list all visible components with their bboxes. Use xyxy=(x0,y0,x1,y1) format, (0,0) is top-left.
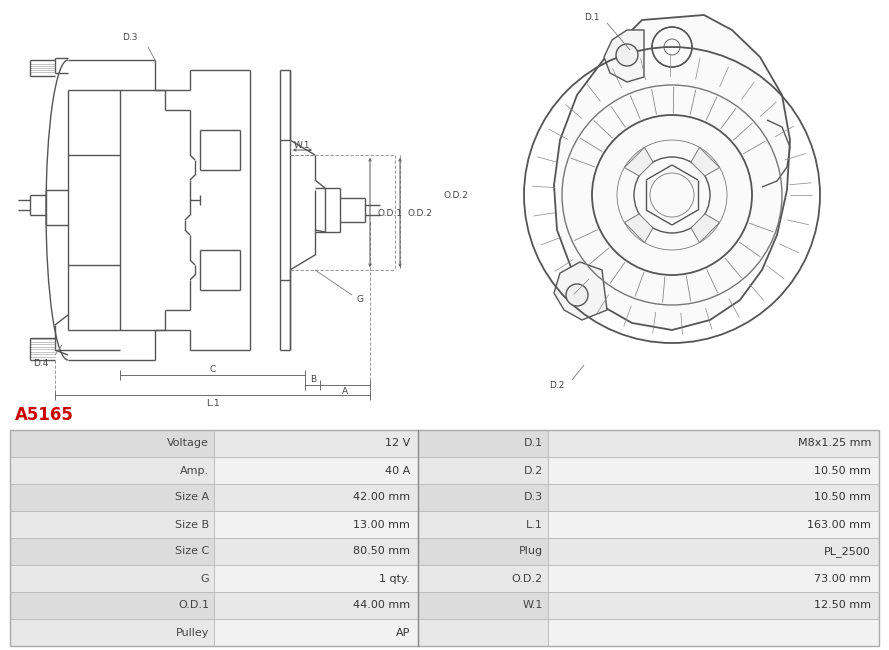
Bar xyxy=(10,430,214,457)
Text: 40 A: 40 A xyxy=(385,465,410,476)
Bar xyxy=(214,484,418,511)
Text: D.2: D.2 xyxy=(549,380,565,389)
Text: O.D.2: O.D.2 xyxy=(408,209,433,218)
Bar xyxy=(418,592,548,619)
Bar xyxy=(10,430,879,646)
Polygon shape xyxy=(691,214,719,242)
Text: 1 qty.: 1 qty. xyxy=(380,573,410,584)
Bar xyxy=(10,619,214,646)
Bar xyxy=(548,430,879,457)
Text: G: G xyxy=(200,573,209,584)
Text: C: C xyxy=(210,365,216,374)
Text: G: G xyxy=(356,296,364,304)
Bar xyxy=(418,430,548,457)
Text: Voltage: Voltage xyxy=(167,439,209,448)
Text: O.D.1: O.D.1 xyxy=(178,601,209,610)
Bar xyxy=(548,484,879,511)
Text: Size B: Size B xyxy=(175,519,209,530)
Bar xyxy=(548,538,879,565)
Polygon shape xyxy=(691,148,719,176)
Text: A: A xyxy=(342,387,348,396)
Text: Pulley: Pulley xyxy=(176,627,209,638)
Text: AP: AP xyxy=(396,627,410,638)
Text: 73.00 mm: 73.00 mm xyxy=(814,573,871,584)
Polygon shape xyxy=(624,148,653,176)
Polygon shape xyxy=(624,214,653,242)
Text: 80.50 mm: 80.50 mm xyxy=(353,547,410,556)
Bar xyxy=(214,457,418,484)
Text: 44.00 mm: 44.00 mm xyxy=(353,601,410,610)
Text: Size C: Size C xyxy=(175,547,209,556)
Text: O.D.2: O.D.2 xyxy=(444,190,469,200)
Text: D.2: D.2 xyxy=(524,465,543,476)
Text: D.3: D.3 xyxy=(123,34,138,42)
Bar xyxy=(418,619,548,646)
Bar xyxy=(214,592,418,619)
Circle shape xyxy=(566,284,588,306)
Text: 12.50 mm: 12.50 mm xyxy=(814,601,871,610)
Text: 10.50 mm: 10.50 mm xyxy=(814,493,871,502)
Bar xyxy=(10,565,214,592)
Text: 13.00 mm: 13.00 mm xyxy=(353,519,410,530)
Bar xyxy=(10,538,214,565)
Bar xyxy=(418,457,548,484)
Text: D.1: D.1 xyxy=(584,14,600,23)
Text: L.1: L.1 xyxy=(526,519,543,530)
Circle shape xyxy=(616,44,638,66)
Bar xyxy=(214,565,418,592)
Text: O.D.1: O.D.1 xyxy=(378,209,403,218)
Bar xyxy=(214,511,418,538)
Bar xyxy=(548,592,879,619)
Bar xyxy=(10,457,214,484)
Text: D.4: D.4 xyxy=(33,359,48,367)
Bar xyxy=(548,457,879,484)
Text: Plug: Plug xyxy=(519,547,543,556)
Text: D.3: D.3 xyxy=(524,493,543,502)
Text: A5165: A5165 xyxy=(15,406,74,424)
Bar xyxy=(548,619,879,646)
Text: 10.50 mm: 10.50 mm xyxy=(814,465,871,476)
Bar xyxy=(214,538,418,565)
Polygon shape xyxy=(604,30,644,82)
Text: L.1: L.1 xyxy=(206,398,220,408)
Text: 163.00 mm: 163.00 mm xyxy=(807,519,871,530)
Bar xyxy=(10,511,214,538)
Polygon shape xyxy=(554,15,790,330)
Bar xyxy=(548,511,879,538)
Bar xyxy=(214,619,418,646)
Text: D.1: D.1 xyxy=(524,439,543,448)
Text: Amp.: Amp. xyxy=(180,465,209,476)
Text: B: B xyxy=(310,374,316,384)
Bar xyxy=(10,484,214,511)
Text: 42.00 mm: 42.00 mm xyxy=(353,493,410,502)
Bar xyxy=(214,430,418,457)
Text: O.D.2: O.D.2 xyxy=(512,573,543,584)
Polygon shape xyxy=(554,262,607,320)
Text: PL_2500: PL_2500 xyxy=(824,546,871,557)
Text: Size A: Size A xyxy=(175,493,209,502)
Bar xyxy=(418,538,548,565)
Bar xyxy=(418,484,548,511)
Text: W.1: W.1 xyxy=(523,601,543,610)
Bar xyxy=(418,565,548,592)
Bar xyxy=(548,565,879,592)
Text: W.1: W.1 xyxy=(293,140,310,150)
Bar xyxy=(10,592,214,619)
Text: M8x1.25 mm: M8x1.25 mm xyxy=(797,439,871,448)
Text: 12 V: 12 V xyxy=(385,439,410,448)
Bar xyxy=(418,511,548,538)
